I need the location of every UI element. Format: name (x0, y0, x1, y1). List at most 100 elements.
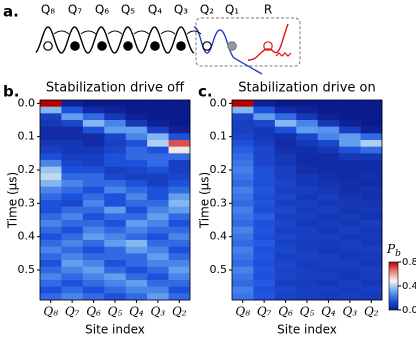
heatmap-cell (296, 246, 319, 254)
x-tick-label: Q₅ (108, 305, 123, 319)
heatmap-cell (125, 253, 148, 261)
heatmap-cell (253, 213, 276, 221)
heatmap-cell (168, 253, 191, 261)
heatmap-cell (253, 160, 276, 167)
heatmap-cell (360, 280, 383, 287)
x-tick-label: Q₈ (43, 305, 58, 319)
heatmap-cell (104, 100, 127, 107)
heatmap-cell (274, 266, 297, 274)
heatmap-cell (61, 120, 84, 127)
heatmap-cell (274, 200, 297, 207)
heatmap-cell (40, 113, 62, 121)
x-axis-label: Site index (85, 323, 145, 337)
heatmap-cell (125, 173, 148, 181)
heatmap-cell (61, 253, 84, 261)
heatmap-cell (168, 246, 191, 254)
chart-title: Stabilization drive on (238, 81, 375, 96)
hop-arrow (186, 30, 202, 35)
heatmap-cell (253, 193, 276, 201)
heatmap-cell (339, 280, 361, 287)
heatmap-cell (40, 226, 62, 234)
heatmap-cell (317, 220, 340, 227)
heatmap-cell (274, 240, 297, 247)
heatmap-cell (232, 180, 254, 187)
heatmap-cell (61, 166, 84, 174)
y-tick-label: 0.0 (18, 96, 36, 109)
heatmap-cell (274, 133, 297, 141)
hop-arrow (53, 30, 70, 35)
heatmap-cell (296, 260, 319, 267)
heatmap-cell (232, 253, 254, 261)
heatmap-cell (82, 240, 105, 247)
heatmap-cell (274, 126, 297, 134)
heatmap-cell (339, 100, 361, 107)
heatmap-cell (40, 260, 62, 267)
x-tick-label: Q₄ (129, 305, 144, 319)
heatmap-cell (104, 200, 127, 207)
heatmap-cell (274, 173, 297, 181)
heatmap-cell (274, 260, 297, 267)
heatmap-cell (40, 233, 62, 241)
heatmap-cell (104, 133, 127, 141)
heatmap-cell (82, 273, 105, 281)
heatmap-cell (253, 240, 276, 247)
heatmap-cell (360, 133, 383, 141)
heatmap-cell (253, 153, 276, 161)
heatmap-cell (61, 246, 84, 254)
heatmap-cell (232, 126, 254, 134)
heatmap-cell (360, 180, 383, 187)
heatmap-cell (253, 180, 276, 187)
heatmap-cell (253, 273, 276, 281)
heatmap-cell (274, 213, 297, 221)
heatmap-cell (253, 286, 276, 294)
heatmap-cell (168, 240, 191, 247)
heatmap-cell (82, 206, 105, 214)
heatmap-cell (296, 140, 319, 147)
heatmap-cell (360, 246, 383, 254)
heatmap-cell (82, 286, 105, 294)
heatmap-cell (147, 106, 169, 114)
y-tick-label: 0.2 (210, 163, 228, 176)
heatmap-cell (168, 286, 191, 294)
heatmap-cell (104, 186, 127, 194)
heatmap-cell (296, 160, 319, 167)
heatmap-cell (125, 213, 148, 221)
qubit-label: R (264, 3, 272, 17)
heatmap-cell (61, 106, 84, 114)
heatmap-cell (82, 106, 105, 114)
heatmap-cell (147, 233, 169, 241)
heatmap-cell (40, 286, 62, 294)
qubit-label: Q₃ (174, 3, 188, 17)
qubit-label: Q₂ (200, 3, 214, 17)
heatmap-cell (274, 253, 297, 261)
x-tick-label: Q₂ (172, 305, 187, 319)
heatmap-cell (82, 133, 105, 141)
heatmap-cell (360, 273, 383, 281)
heatmap-cell (125, 200, 148, 207)
heatmap-cell (296, 120, 319, 127)
heatmap-cell (253, 120, 276, 127)
heatmap-cell (147, 133, 169, 141)
heatmap-cell (104, 286, 127, 294)
heatmap-cell (168, 153, 191, 161)
heatmap-cell (125, 113, 148, 121)
y-tick-label: 0.3 (210, 196, 228, 209)
heatmap-cell (104, 280, 127, 287)
colorbar-label-sub: b (395, 249, 401, 259)
heatmap-cell (360, 140, 383, 147)
heatmap-cell (339, 200, 361, 207)
heatmap-cell (339, 140, 361, 147)
heatmap-cell (125, 233, 148, 241)
heatmap-cell (168, 160, 191, 167)
y-axis-label: Time (μs) (198, 172, 212, 229)
heatmap-cell (360, 186, 383, 194)
heatmap-cell (147, 160, 169, 167)
heatmap-cell (168, 226, 191, 234)
heatmap-cell (82, 126, 105, 134)
heatmap-cell (82, 146, 105, 154)
heatmap-cell (317, 266, 340, 274)
heatmap-cell (125, 293, 148, 301)
heatmap-cell (274, 180, 297, 187)
heatmap-cell (296, 186, 319, 194)
heatmap-cell (168, 266, 191, 274)
